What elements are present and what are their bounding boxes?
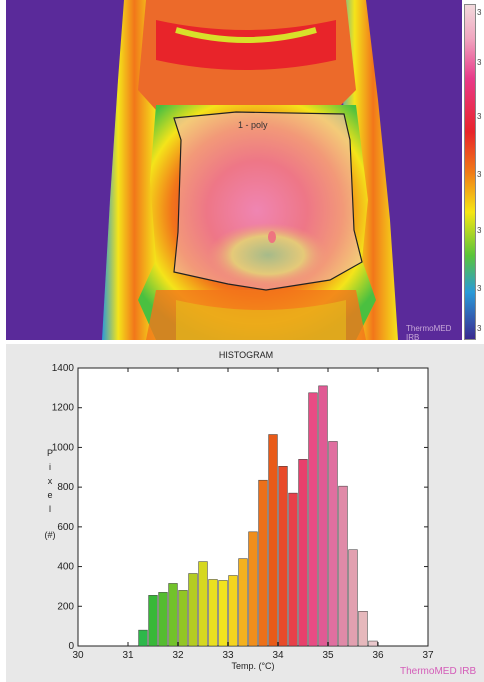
histogram-bar — [288, 492, 298, 647]
histogram-bar — [298, 459, 308, 647]
y-label-letter: i — [49, 462, 51, 472]
x-tick-label: 34 — [272, 650, 284, 661]
histogram-watermark: ThermoMED IRB — [400, 666, 477, 677]
histogram-bars — [138, 385, 378, 647]
y-tick-label: 1200 — [52, 403, 75, 414]
colorbar-tick-1: 3 — [477, 8, 482, 17]
histogram-bar — [218, 580, 228, 647]
histogram-bar — [138, 629, 148, 647]
histogram-bar — [358, 611, 368, 647]
histogram-bar — [228, 575, 238, 647]
x-tick-label: 33 — [222, 650, 234, 661]
histogram-bar — [158, 592, 168, 647]
y-label-letter: l — [49, 504, 51, 514]
pelvis-region — [176, 300, 346, 340]
histogram-bar — [258, 479, 268, 647]
colorbar-tick-7: 3 — [477, 324, 482, 333]
thermal-body-image: 1 - poly — [102, 0, 398, 340]
histogram-chart: HISTOGRAM 0 200 400 600 800 1000 1200 1400 30 31… — [45, 350, 434, 671]
y-tick-label: 800 — [57, 482, 74, 493]
histogram-bar — [198, 561, 208, 647]
histogram-bar — [268, 434, 278, 647]
histogram-bar — [368, 640, 378, 647]
histogram-bar — [308, 392, 318, 647]
x-axis-label: Temp. (°C) — [231, 661, 274, 671]
histogram-bar — [148, 595, 158, 647]
x-tick-label: 35 — [322, 650, 334, 661]
histogram-bar — [178, 590, 188, 647]
y-tick-label: 200 — [57, 601, 74, 612]
temperature-colorbar — [464, 4, 476, 340]
y-label-letter: x — [48, 476, 53, 486]
colorbar-tick-6: 3 — [477, 284, 482, 293]
histogram-bar — [318, 385, 328, 647]
y-label-unit: (#) — [45, 530, 56, 540]
x-tick-label: 30 — [72, 650, 84, 661]
y-tick-label: 600 — [57, 522, 74, 533]
y-tick-label: 1000 — [52, 442, 75, 453]
histogram-bar — [348, 549, 358, 647]
chest-highlight — [175, 27, 317, 43]
thermal-watermark: ThermoMED IRB — [406, 324, 452, 340]
x-tick-label: 37 — [422, 650, 434, 661]
x-tick-label: 32 — [172, 650, 184, 661]
histogram-panel: HISTOGRAM 0 200 400 600 800 1000 1200 1400 30 31… — [6, 344, 484, 682]
bra-band — [156, 20, 336, 70]
y-tick-label: 0 — [68, 641, 74, 652]
histogram-bar — [248, 531, 258, 647]
colorbar-tick-2: 3 — [477, 58, 482, 67]
colorbar-tick-5: 3 — [477, 226, 482, 235]
colorbar-tick-4: 3 — [477, 170, 482, 179]
x-tick-label: 31 — [122, 650, 134, 661]
x-axis: 30 31 32 33 34 35 36 37 — [72, 368, 434, 661]
y-tick-label: 1400 — [52, 363, 75, 374]
y-axis: 0 200 400 600 800 1000 1200 1400 — [52, 363, 428, 652]
histogram-bar — [238, 558, 248, 647]
thermal-image-panel: 1 - poly ThermoMED IRB — [6, 0, 462, 340]
histogram-bar — [338, 485, 348, 647]
y-label-letter: e — [47, 490, 52, 500]
x-tick-label: 36 — [372, 650, 384, 661]
histogram-bar — [278, 466, 288, 647]
roi-label: 1 - poly — [238, 120, 268, 130]
histogram-bar — [328, 441, 338, 647]
colorbar-tick-3: 3 — [477, 112, 482, 121]
histogram-bar — [168, 583, 178, 647]
y-label-letter: P — [47, 448, 53, 458]
y-tick-label: 400 — [57, 562, 74, 573]
histogram-bar — [188, 573, 198, 647]
histogram-bar — [208, 579, 218, 647]
chart-title: HISTOGRAM — [219, 350, 273, 360]
roi-polygon[interactable] — [173, 111, 363, 291]
